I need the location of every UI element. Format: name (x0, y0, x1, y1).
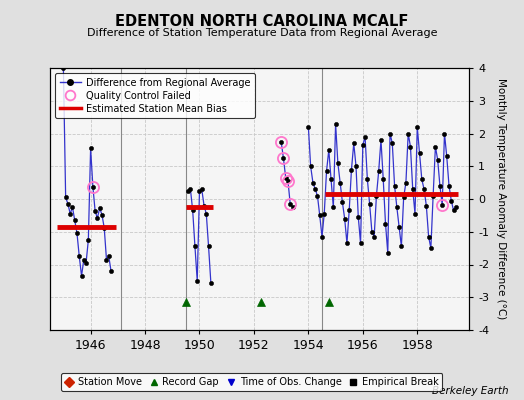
Text: EDENTON NORTH CAROLINA MCALF: EDENTON NORTH CAROLINA MCALF (115, 14, 409, 29)
Text: Berkeley Earth: Berkeley Earth (432, 386, 508, 396)
Legend: Station Move, Record Gap, Time of Obs. Change, Empirical Break: Station Move, Record Gap, Time of Obs. C… (61, 373, 442, 391)
Text: Difference of Station Temperature Data from Regional Average: Difference of Station Temperature Data f… (87, 28, 437, 38)
Y-axis label: Monthly Temperature Anomaly Difference (°C): Monthly Temperature Anomaly Difference (… (496, 78, 506, 320)
Legend: Difference from Regional Average, Quality Control Failed, Estimated Station Mean: Difference from Regional Average, Qualit… (54, 73, 255, 118)
